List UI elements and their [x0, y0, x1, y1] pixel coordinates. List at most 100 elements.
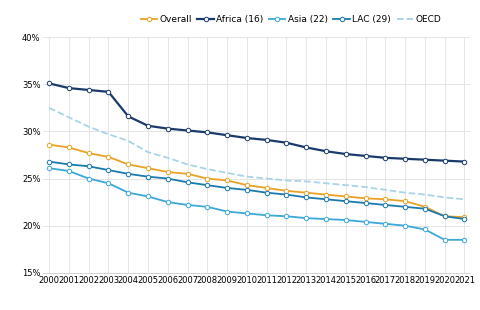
- OECD: [303, 179, 309, 183]
- Africa (16): [86, 88, 92, 92]
- Africa (16): [145, 124, 151, 128]
- Africa (16): [343, 152, 348, 156]
- Africa (16): [442, 159, 447, 162]
- LAC (29): [462, 217, 468, 221]
- Asia (22): [86, 177, 92, 180]
- Asia (22): [363, 220, 369, 224]
- Asia (22): [185, 203, 191, 207]
- OECD: [66, 115, 72, 119]
- Asia (22): [462, 238, 468, 242]
- Legend: Overall, Africa (16), Asia (22), LAC (29), OECD: Overall, Africa (16), Asia (22), LAC (29…: [137, 11, 445, 27]
- Africa (16): [264, 138, 270, 142]
- Asia (22): [224, 210, 230, 213]
- OECD: [244, 175, 250, 179]
- LAC (29): [185, 180, 191, 184]
- Overall: [442, 215, 447, 218]
- Africa (16): [402, 157, 408, 161]
- Asia (22): [343, 218, 348, 222]
- LAC (29): [106, 168, 111, 172]
- LAC (29): [323, 197, 329, 201]
- Asia (22): [145, 195, 151, 198]
- OECD: [343, 183, 348, 187]
- Line: LAC (29): LAC (29): [47, 159, 467, 221]
- Overall: [244, 183, 250, 187]
- Africa (16): [224, 133, 230, 137]
- OECD: [442, 196, 447, 199]
- OECD: [284, 179, 289, 182]
- Africa (16): [204, 131, 210, 134]
- OECD: [422, 193, 428, 197]
- LAC (29): [343, 199, 348, 203]
- Overall: [204, 177, 210, 180]
- LAC (29): [363, 201, 369, 205]
- Asia (22): [383, 222, 388, 226]
- OECD: [86, 125, 92, 129]
- Asia (22): [264, 214, 270, 217]
- LAC (29): [204, 183, 210, 187]
- Overall: [46, 143, 52, 147]
- Overall: [165, 170, 171, 174]
- Africa (16): [422, 158, 428, 162]
- OECD: [402, 191, 408, 195]
- Asia (22): [204, 205, 210, 209]
- Overall: [66, 146, 72, 149]
- Line: Asia (22): Asia (22): [47, 166, 467, 242]
- Asia (22): [303, 216, 309, 220]
- Asia (22): [125, 191, 131, 195]
- OECD: [46, 106, 52, 110]
- Overall: [264, 186, 270, 190]
- Asia (22): [323, 217, 329, 221]
- Asia (22): [244, 211, 250, 215]
- LAC (29): [284, 193, 289, 197]
- LAC (29): [383, 203, 388, 207]
- OECD: [264, 177, 270, 180]
- Africa (16): [363, 154, 369, 158]
- OECD: [204, 167, 210, 171]
- Overall: [224, 179, 230, 182]
- Asia (22): [402, 224, 408, 228]
- LAC (29): [422, 207, 428, 210]
- Overall: [125, 162, 131, 166]
- OECD: [125, 139, 131, 143]
- OECD: [462, 197, 468, 201]
- OECD: [323, 181, 329, 185]
- Asia (22): [442, 238, 447, 242]
- Asia (22): [66, 169, 72, 173]
- Overall: [323, 193, 329, 197]
- Overall: [402, 199, 408, 203]
- Line: OECD: OECD: [49, 108, 465, 199]
- OECD: [383, 188, 388, 192]
- Africa (16): [46, 82, 52, 85]
- LAC (29): [303, 196, 309, 199]
- LAC (29): [66, 162, 72, 166]
- OECD: [185, 162, 191, 166]
- Asia (22): [106, 181, 111, 185]
- LAC (29): [402, 205, 408, 209]
- Overall: [462, 215, 468, 219]
- LAC (29): [224, 186, 230, 190]
- LAC (29): [145, 175, 151, 179]
- Overall: [284, 189, 289, 193]
- Overall: [383, 197, 388, 201]
- Africa (16): [185, 129, 191, 132]
- Overall: [303, 191, 309, 195]
- Africa (16): [284, 141, 289, 144]
- Asia (22): [46, 166, 52, 170]
- Asia (22): [165, 200, 171, 204]
- Overall: [106, 155, 111, 159]
- LAC (29): [86, 164, 92, 168]
- LAC (29): [165, 177, 171, 180]
- OECD: [363, 185, 369, 189]
- Overall: [145, 166, 151, 170]
- LAC (29): [46, 160, 52, 163]
- Overall: [422, 205, 428, 209]
- OECD: [224, 171, 230, 175]
- Line: Africa (16): Africa (16): [47, 81, 467, 164]
- LAC (29): [264, 191, 270, 195]
- Overall: [343, 195, 348, 198]
- Line: Overall: Overall: [47, 142, 467, 219]
- Africa (16): [106, 90, 111, 94]
- LAC (29): [244, 188, 250, 192]
- Africa (16): [303, 146, 309, 149]
- Africa (16): [323, 149, 329, 153]
